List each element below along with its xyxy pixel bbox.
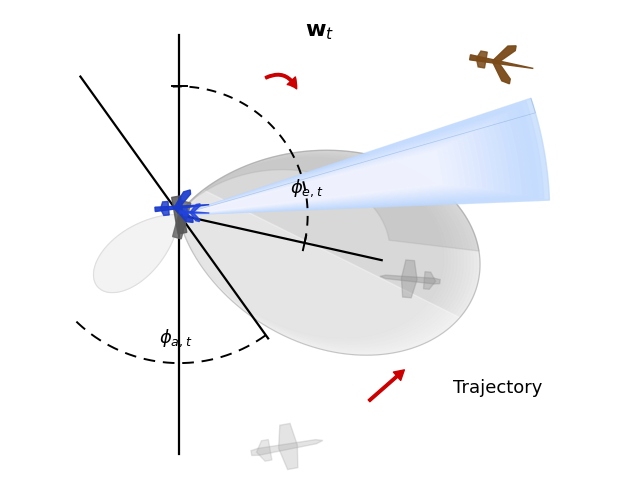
Polygon shape bbox=[179, 114, 522, 215]
Text: $\mathbf{w}_t$: $\mathbf{w}_t$ bbox=[305, 22, 335, 42]
Polygon shape bbox=[179, 149, 448, 215]
Polygon shape bbox=[182, 208, 188, 216]
Polygon shape bbox=[179, 139, 470, 215]
Polygon shape bbox=[179, 157, 451, 341]
Polygon shape bbox=[179, 152, 470, 351]
Polygon shape bbox=[179, 133, 482, 215]
Polygon shape bbox=[179, 153, 467, 349]
Polygon shape bbox=[179, 152, 474, 352]
Polygon shape bbox=[179, 144, 460, 215]
Polygon shape bbox=[470, 55, 533, 69]
Polygon shape bbox=[180, 211, 209, 213]
Polygon shape bbox=[179, 108, 532, 215]
Polygon shape bbox=[278, 423, 298, 469]
Polygon shape bbox=[179, 151, 477, 354]
Polygon shape bbox=[93, 214, 179, 292]
Polygon shape bbox=[401, 260, 417, 298]
Polygon shape bbox=[179, 123, 504, 215]
Polygon shape bbox=[179, 117, 516, 215]
Polygon shape bbox=[380, 275, 440, 284]
Polygon shape bbox=[179, 131, 488, 215]
Polygon shape bbox=[179, 146, 454, 215]
Polygon shape bbox=[179, 120, 510, 215]
Polygon shape bbox=[93, 214, 179, 292]
Polygon shape bbox=[174, 190, 193, 222]
Polygon shape bbox=[179, 128, 493, 215]
Polygon shape bbox=[179, 150, 479, 251]
Polygon shape bbox=[179, 98, 549, 215]
Bar bbox=[173, 201, 191, 239]
Polygon shape bbox=[179, 158, 444, 338]
Text: $\phi_{a,t}$: $\phi_{a,t}$ bbox=[159, 328, 193, 349]
Polygon shape bbox=[179, 125, 499, 215]
Polygon shape bbox=[179, 98, 549, 215]
Text: $\phi_{e,t}$: $\phi_{e,t}$ bbox=[291, 177, 324, 199]
Polygon shape bbox=[179, 111, 527, 215]
Polygon shape bbox=[179, 155, 457, 344]
Polygon shape bbox=[179, 150, 480, 355]
Polygon shape bbox=[155, 205, 209, 211]
Polygon shape bbox=[251, 440, 323, 455]
Polygon shape bbox=[492, 46, 516, 84]
Polygon shape bbox=[257, 440, 272, 461]
Text: Trajectory: Trajectory bbox=[453, 379, 543, 397]
Polygon shape bbox=[179, 157, 447, 340]
Polygon shape bbox=[179, 105, 538, 215]
Polygon shape bbox=[476, 51, 487, 68]
Polygon shape bbox=[424, 272, 436, 289]
Polygon shape bbox=[179, 150, 480, 355]
FancyArrowPatch shape bbox=[368, 370, 404, 402]
FancyArrowPatch shape bbox=[265, 74, 297, 89]
Bar bbox=[172, 196, 187, 234]
Polygon shape bbox=[179, 136, 476, 215]
Polygon shape bbox=[179, 151, 442, 215]
Polygon shape bbox=[179, 156, 454, 343]
Polygon shape bbox=[179, 141, 465, 215]
Polygon shape bbox=[190, 204, 200, 222]
Polygon shape bbox=[161, 202, 169, 215]
Polygon shape bbox=[179, 190, 460, 355]
Polygon shape bbox=[179, 154, 463, 347]
Polygon shape bbox=[179, 155, 460, 346]
Polygon shape bbox=[179, 101, 544, 215]
